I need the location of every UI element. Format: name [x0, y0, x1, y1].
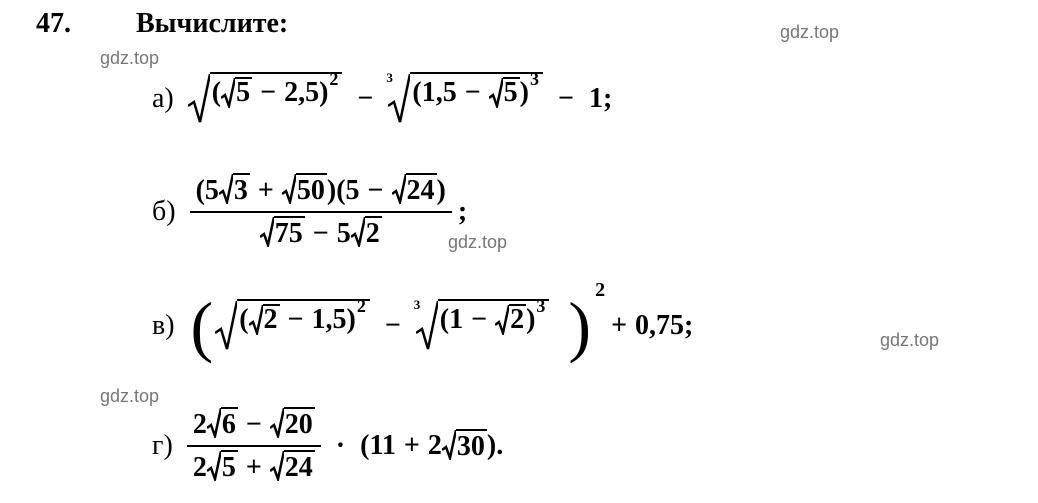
exp-3: 3 [536, 297, 545, 315]
val-5: 5 [346, 175, 360, 207]
sqrt75: 75 [274, 216, 305, 250]
sqrt20: 20 [284, 407, 315, 441]
exp-3: 3 [530, 70, 539, 88]
val-0-75: 0,75 [635, 310, 684, 342]
expression-a: а) ( 5 −2,5)2 − 3 (1,5− 5 )3 − 1; [152, 74, 612, 124]
sqrt-icon: 24 [392, 174, 437, 207]
sqrt50: 50 [296, 173, 327, 207]
problem-number: 47. [36, 8, 71, 40]
val-5: 5 [205, 175, 219, 207]
label-b: б) [152, 196, 176, 228]
val-2: 2 [193, 409, 207, 441]
sqrt2: 2 [263, 304, 280, 334]
watermark: gdz.top [100, 386, 159, 407]
sqrt30: 30 [456, 429, 487, 463]
degree-3: 3 [414, 297, 421, 313]
sqrt-outer-a1: ( 5 −2,5)2 [188, 74, 343, 124]
val-1-5: 1,5 [422, 79, 457, 107]
sqrt-icon: 5 [489, 78, 520, 108]
degree-3: 3 [386, 70, 393, 86]
watermark: gdz.top [100, 48, 159, 69]
sqrt3: 3 [233, 173, 250, 207]
sqrt-icon: 5 [221, 78, 252, 108]
sqrt-icon: 50 [282, 174, 327, 207]
val-11: 11 [369, 430, 395, 462]
denominator-d: 2 5 + 24 [187, 449, 321, 486]
fraction-bar [190, 211, 452, 213]
exp-2-outer: 2 [595, 279, 605, 302]
watermark: gdz.top [880, 330, 939, 351]
sqrt-icon: 20 [270, 408, 315, 441]
fraction-bar [187, 445, 321, 447]
cbrt-a: 3 (1,5− 5 )3 [388, 74, 543, 124]
val-1: 1 [589, 83, 603, 115]
numerator-d: 2 6 − 20 [187, 406, 321, 443]
expression-d: г) 2 6 − 20 2 5 + 24 [152, 406, 503, 486]
label-d: г) [152, 430, 173, 462]
val-1-5: 1,5 [312, 306, 347, 334]
expression-c: в) ( ( 2 −1,5)2 − 3 (1− 2 )3 ) 2 + [152, 292, 693, 360]
sqrt-icon: 6 [207, 408, 238, 441]
sqrt-icon: 2 [495, 305, 526, 335]
numerator-b: (5 3 + 50 )(5− 24 ) [190, 172, 452, 209]
sqrt-icon: 24 [270, 451, 315, 484]
sqrt6: 6 [221, 407, 238, 441]
val-5: 5 [337, 218, 351, 250]
sqrt2: 2 [365, 216, 382, 250]
denominator-b: 75 − 5 2 [254, 215, 388, 252]
sqrt24: 24 [284, 450, 315, 484]
sqrt-icon: 75 [260, 217, 305, 250]
paren-open: ( [191, 292, 214, 360]
sqrt-icon: 2 [351, 217, 382, 250]
sqrt5: 5 [503, 77, 520, 107]
val-2-5: 2,5 [284, 79, 319, 107]
fraction-d: 2 6 − 20 2 5 + 24 [187, 406, 321, 486]
watermark: gdz.top [780, 22, 839, 43]
exp-2: 2 [329, 70, 338, 88]
problem-title: Вычислите: [136, 8, 288, 40]
sqrt-outer-c1: ( 2 −1,5)2 [215, 301, 370, 351]
val-1: 1 [449, 306, 463, 334]
cbrt-c: 3 (1− 2 )3 [416, 301, 550, 351]
sqrt-icon: 2 [249, 305, 280, 335]
val-2: 2 [193, 452, 207, 484]
sqrt-icon: 3 [219, 174, 250, 207]
sqrt-icon: 5 [207, 451, 238, 484]
expression-b: б) (5 3 + 50 )(5− 24 ) 75 − 5 [152, 172, 467, 252]
sqrt5: 5 [221, 450, 238, 484]
label-c: в) [152, 310, 175, 342]
sqrt-icon: 30 [442, 430, 487, 463]
fraction-b: (5 3 + 50 )(5− 24 ) 75 − 5 [190, 172, 452, 252]
exp-2: 2 [357, 297, 366, 315]
sqrt2: 2 [509, 304, 526, 334]
paren-close: ) [551, 292, 591, 360]
label-a: а) [152, 83, 174, 115]
sqrt24: 24 [406, 173, 437, 207]
sqrt5: 5 [235, 77, 252, 107]
val-2: 2 [428, 430, 442, 462]
